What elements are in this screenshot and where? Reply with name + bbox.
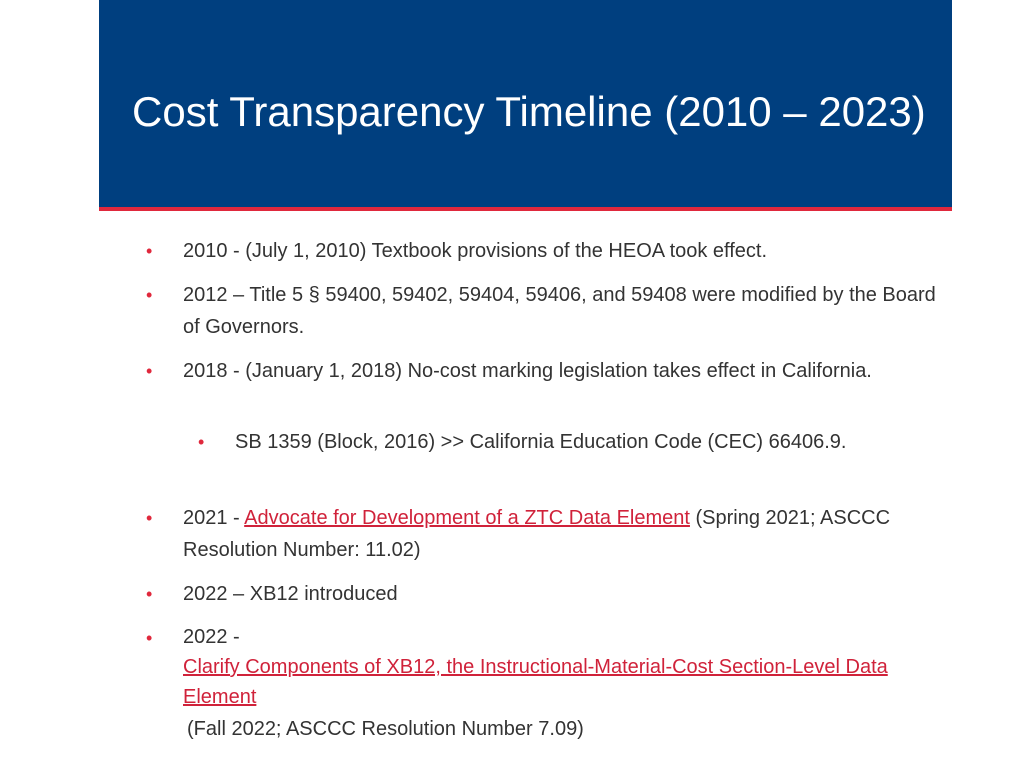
bullet-text: 2022 - Clarify Components of XB12, the I…: [183, 622, 943, 744]
list-item: • 2021 - Advocate for Development of a Z…: [146, 502, 923, 566]
bullet-prefix: 2021 -: [183, 507, 245, 529]
bullet-dot-icon: •: [198, 432, 205, 452]
list-item: • 2022 – XB12 introduced: [146, 578, 943, 610]
list-item: • 2018 - (January 1, 2018) No-cost marki…: [146, 355, 883, 387]
bullet-dot-icon: •: [146, 508, 153, 528]
slide-title: Cost Transparency Timeline (2010 – 2023): [132, 88, 926, 135]
xb12-components-link[interactable]: Clarify Components of XB12, the Instruct…: [183, 656, 888, 708]
bullet-dot-icon: •: [146, 285, 153, 305]
bullet-text: 2022 – XB12 introduced: [183, 583, 398, 605]
ztc-data-element-link[interactable]: Advocate for Development of a ZTC Data E…: [244, 507, 690, 529]
bullet-dot-icon: •: [146, 241, 153, 261]
bullet-suffix: (Spring 2021; ASCCC Resolution Number: 1…: [183, 507, 891, 561]
bullet-text: SB 1359 (Block, 2016) >> California Educ…: [235, 431, 847, 453]
bullet-dot-icon: •: [146, 361, 153, 381]
bullet-text: 2021 - Advocate for Development of a ZTC…: [183, 502, 923, 566]
list-item-sub: • SB 1359 (Block, 2016) >> California Ed…: [198, 426, 955, 458]
bullet-suffix: (Fall 2022; ASCCC Resolution Number 7.09…: [187, 718, 584, 740]
list-item: • 2022 - Clarify Components of XB12, the…: [146, 622, 943, 744]
list-item: • 2012 – Title 5 § 59400, 59402, 59404, …: [146, 279, 943, 343]
bullet-text: 2018 - (January 1, 2018) No-cost marking…: [183, 360, 872, 382]
bullet-text: 2010 - (July 1, 2010) Textbook provision…: [183, 240, 768, 262]
bullet-dot-icon: •: [146, 628, 153, 648]
bullet-prefix: 2022 -: [183, 626, 240, 648]
title-bar: Cost Transparency Timeline (2010 – 2023): [99, 0, 952, 211]
list-item: • 2010 - (July 1, 2010) Textbook provisi…: [146, 235, 943, 267]
bullet-text: 2012 – Title 5 § 59400, 59402, 59404, 59…: [183, 284, 936, 338]
bullet-dot-icon: •: [146, 584, 153, 604]
